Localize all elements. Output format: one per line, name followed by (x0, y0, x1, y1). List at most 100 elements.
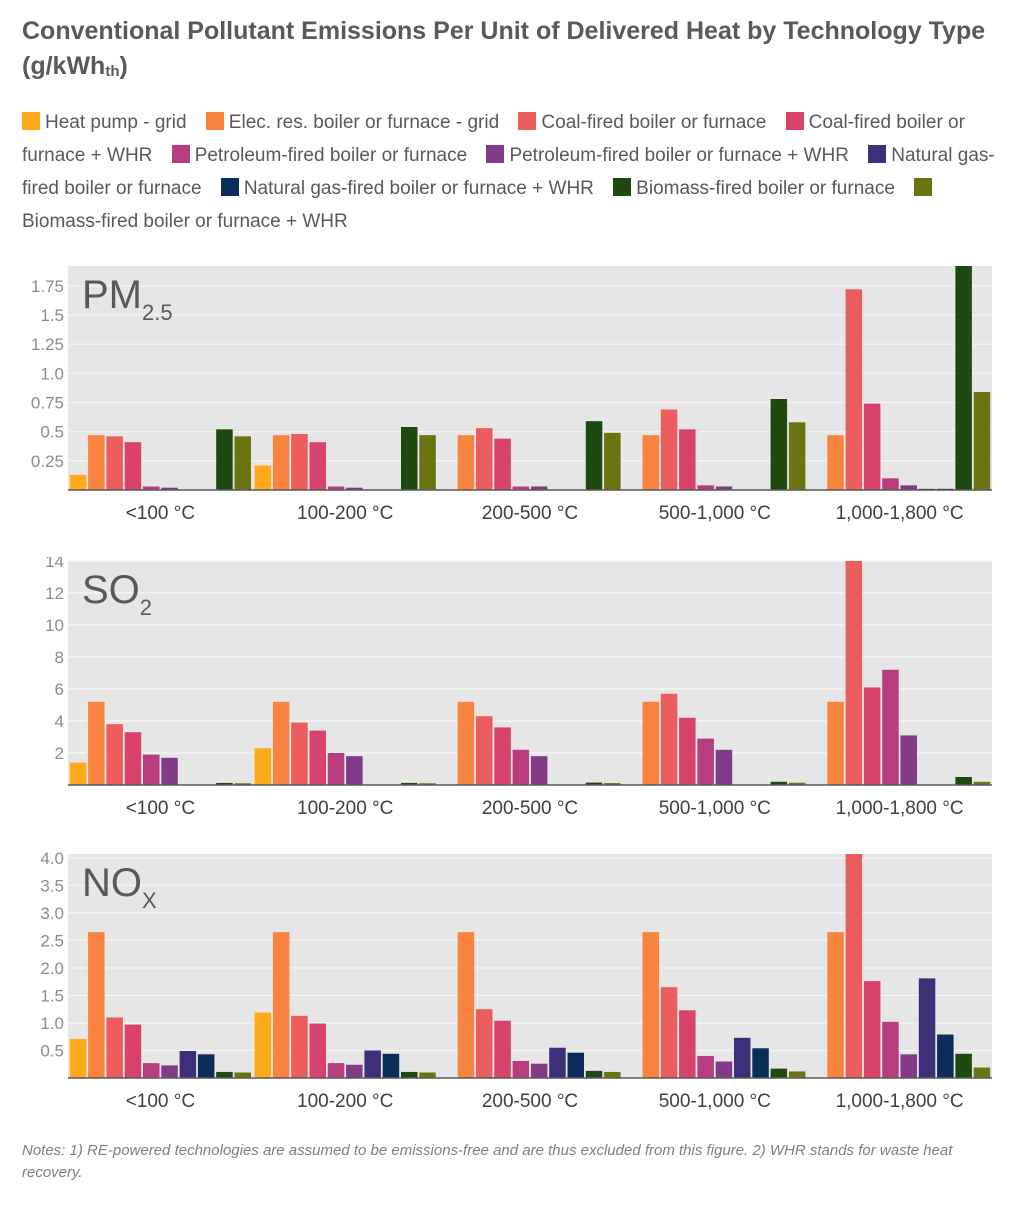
x-category-label: 500-1,000 °C (659, 798, 771, 819)
bar (88, 932, 105, 1078)
x-category-label: 200-500 °C (482, 503, 578, 524)
bar (549, 1047, 566, 1078)
bar (530, 486, 548, 490)
bar (512, 1060, 530, 1078)
bar (512, 486, 530, 490)
bar (863, 403, 881, 490)
legend-label: Petroleum-fired boiler or furnace (194, 145, 468, 166)
y-tick-label: 12 (45, 584, 64, 603)
pm25-chart: 0.25 0.5 0.75 1.0 1.25 1.5 1.75 <100 °C 100-200 … (31, 266, 992, 524)
y-tick-label: 0.25 (31, 452, 64, 471)
bar (161, 487, 178, 490)
bar (382, 1053, 400, 1078)
x-category-label: 100-200 °C (297, 1091, 393, 1112)
bar (143, 1063, 160, 1078)
y-tick-label: 1.75 (31, 277, 64, 296)
bar (346, 487, 363, 490)
bar (567, 1052, 584, 1078)
notes: Notes: 1) RE-powered technologies are as… (22, 1142, 953, 1181)
bar (604, 1071, 621, 1078)
legend-label: Natural gas-fired boiler or furnace (22, 145, 995, 199)
bar (457, 701, 475, 785)
x-category-label: 1,000-1,800 °C (836, 1091, 964, 1112)
bar (124, 1024, 142, 1078)
legend-label: Petroleum-fired boiler or furnace + WHR (509, 145, 849, 166)
bar (216, 429, 233, 490)
bar (161, 1065, 178, 1078)
y-tick-label: 2.5 (40, 931, 64, 950)
legend-swatch (220, 178, 239, 196)
bar (291, 434, 308, 490)
x-category-label: 200-500 °C (482, 1091, 578, 1112)
legend-label: Elec. res. boiler or furnace - grid (228, 112, 500, 133)
bar (660, 409, 678, 490)
x-category-label: <100 °C (126, 503, 195, 524)
bar (642, 932, 659, 1078)
bar (309, 1023, 326, 1078)
bar (845, 854, 863, 1078)
bar (494, 438, 511, 490)
y-tick-label: 1.25 (31, 335, 64, 354)
bar (660, 987, 678, 1078)
bar (88, 435, 105, 490)
bar (697, 738, 714, 785)
bar (419, 783, 436, 785)
legend: Heat pump - grid Elec. res. boiler or fu… (22, 106, 1002, 238)
legend-item: Elec. res. boiler or furnace - grid (205, 112, 513, 133)
bar (234, 783, 251, 785)
bar (124, 442, 142, 490)
y-tick-label: 8 (55, 648, 64, 667)
legend-label: Heat pump - grid (45, 112, 187, 133)
bar (327, 1063, 345, 1078)
y-tick-label: 3.0 (40, 904, 64, 923)
bar (585, 1070, 603, 1078)
bar (882, 669, 899, 785)
bar (715, 1061, 733, 1078)
bar (827, 932, 844, 1078)
bar (88, 701, 105, 785)
bar (882, 478, 899, 490)
bar (955, 777, 972, 785)
x-category-label: 500-1,000 °C (659, 503, 771, 524)
bar (234, 1072, 251, 1078)
legend-item: Coal-fired boiler or furnace + WHR (22, 112, 965, 166)
bar (143, 754, 160, 785)
bar (900, 485, 917, 490)
bar (512, 749, 530, 785)
legend-item: Coal-fired boiler or furnace (518, 112, 780, 133)
bar (734, 1037, 751, 1078)
y-tick-label: 1.0 (40, 1014, 64, 1033)
bar (752, 1048, 769, 1078)
bar (679, 717, 696, 785)
bar (660, 693, 678, 785)
bar (161, 757, 178, 785)
bar (679, 1010, 696, 1078)
bar (401, 427, 418, 490)
legend-swatch (518, 112, 537, 130)
y-tick-label: 1.5 (40, 306, 64, 325)
bar (457, 435, 475, 490)
y-tick-label: 0.5 (40, 1041, 64, 1060)
x-category-label: 1,000-1,800 °C (836, 503, 964, 524)
bar (530, 756, 548, 785)
bar (679, 429, 696, 490)
legend-item: Heat pump - grid (22, 112, 201, 133)
bar (197, 1054, 215, 1078)
y-tick-label: 4.0 (40, 850, 64, 868)
bar (69, 1038, 87, 1078)
bar (697, 485, 714, 490)
bar (642, 701, 659, 785)
x-category-label: <100 °C (126, 1091, 195, 1112)
bar (476, 428, 493, 490)
bar (770, 781, 788, 785)
bar (254, 748, 272, 785)
bar (937, 1034, 954, 1078)
bar (346, 1064, 363, 1078)
bar (827, 701, 844, 785)
y-tick-label: 0.5 (40, 423, 64, 442)
legend-swatch (205, 112, 224, 130)
legend-item: Petroleum-fired boiler or furnace (171, 145, 481, 166)
pollutant-label: SO2 (82, 568, 152, 620)
bar (827, 435, 844, 490)
bar (272, 701, 290, 785)
